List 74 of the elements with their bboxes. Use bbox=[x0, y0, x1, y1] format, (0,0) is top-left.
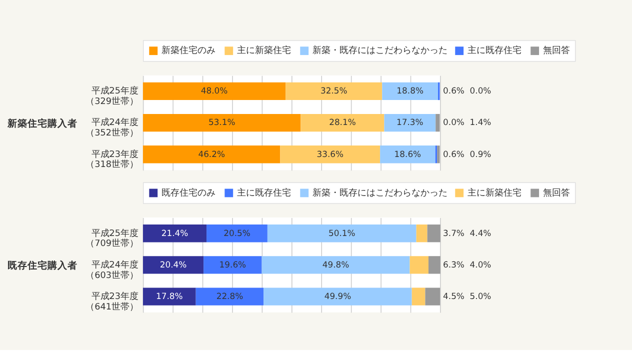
legend-label: 主に既存住宅 bbox=[236, 187, 291, 198]
legend-label: 無回答 bbox=[542, 45, 570, 56]
bar bbox=[142, 82, 286, 100]
data-label: 4.0% bbox=[470, 259, 492, 270]
y-tick-label: 平成25年度（709世帯） bbox=[86, 228, 139, 250]
legend-label: 主に新築住宅 bbox=[467, 187, 522, 198]
data-label: 1.4% bbox=[470, 117, 492, 128]
bar bbox=[410, 256, 428, 274]
y-tick-label: 平成23年度（641世帯） bbox=[86, 290, 139, 312]
bar bbox=[262, 256, 410, 274]
data-label: 4.5% bbox=[443, 290, 464, 301]
y-tick-label: 平成24年度（603世帯） bbox=[86, 259, 139, 281]
bar bbox=[437, 146, 440, 164]
data-label: 0.9% bbox=[470, 148, 492, 159]
bar bbox=[142, 224, 207, 242]
bar bbox=[142, 114, 301, 132]
data-label: 18.8% bbox=[396, 86, 424, 96]
data-label: 50.1% bbox=[328, 228, 356, 238]
bar bbox=[382, 82, 438, 100]
data-label: 0.0% bbox=[443, 117, 464, 128]
legend-label: 主に新築住宅 bbox=[236, 45, 291, 56]
bar bbox=[280, 146, 380, 164]
y-axis-title: 既存住宅購入者 bbox=[7, 260, 78, 272]
data-label: 3.7% bbox=[443, 228, 464, 238]
data-label: 48.0% bbox=[200, 86, 228, 96]
legend-label: 無回答 bbox=[542, 187, 570, 198]
data-label: 6.3% bbox=[443, 259, 464, 270]
data-label: 17.8% bbox=[156, 290, 183, 301]
bar bbox=[142, 146, 280, 164]
bar bbox=[286, 82, 382, 100]
y-tick-label: 平成23年度（318世帯） bbox=[86, 148, 139, 170]
data-label: 20.4% bbox=[160, 259, 187, 270]
bar bbox=[416, 224, 428, 242]
data-label: 22.8% bbox=[216, 290, 244, 301]
y-tick-label: 平成25年度（329世帯） bbox=[86, 86, 139, 108]
data-label: 49.8% bbox=[322, 259, 350, 270]
data-label: 0.0% bbox=[470, 86, 492, 96]
data-label: 46.2% bbox=[198, 148, 225, 159]
bar bbox=[412, 288, 426, 306]
data-label: 49.9% bbox=[324, 290, 352, 301]
data-label: 4.4% bbox=[470, 228, 492, 238]
legend-label: 既存住宅のみ bbox=[161, 187, 216, 198]
data-label: 5.0% bbox=[470, 290, 492, 301]
bar bbox=[380, 146, 436, 164]
bar bbox=[142, 256, 204, 274]
bar bbox=[196, 288, 264, 306]
legend-label: 新築・既存にはこだわらなかった bbox=[312, 45, 448, 56]
bar bbox=[384, 114, 436, 132]
bar bbox=[204, 256, 262, 274]
data-label: 32.5% bbox=[320, 86, 348, 96]
data-label: 18.6% bbox=[394, 148, 422, 159]
legend-label: 主に既存住宅 bbox=[467, 45, 522, 56]
bar bbox=[425, 288, 440, 306]
bar bbox=[264, 288, 412, 306]
bar bbox=[142, 288, 196, 306]
y-axis-title: 新築住宅購入者 bbox=[6, 117, 78, 130]
data-label: 53.1% bbox=[208, 117, 236, 128]
bar bbox=[300, 114, 384, 132]
bar bbox=[428, 256, 440, 274]
bar bbox=[267, 224, 416, 242]
data-label: 17.3% bbox=[396, 117, 424, 128]
data-label: 20.5% bbox=[224, 228, 250, 238]
bar bbox=[436, 114, 440, 132]
data-label: 0.6% bbox=[443, 148, 464, 159]
data-label: 21.4% bbox=[161, 228, 188, 238]
y-tick-label: 平成24年度（352世帯） bbox=[86, 117, 139, 139]
data-label: 33.6% bbox=[316, 148, 344, 159]
bar bbox=[206, 224, 268, 242]
bar bbox=[427, 224, 440, 242]
data-label: 19.6% bbox=[219, 259, 246, 270]
legend-label: 新築・既存にはこだわらなかった bbox=[312, 187, 448, 198]
data-label: 0.6% bbox=[443, 86, 464, 96]
data-label: 28.1% bbox=[329, 117, 356, 128]
legend-label: 新築住宅のみ bbox=[161, 45, 216, 56]
